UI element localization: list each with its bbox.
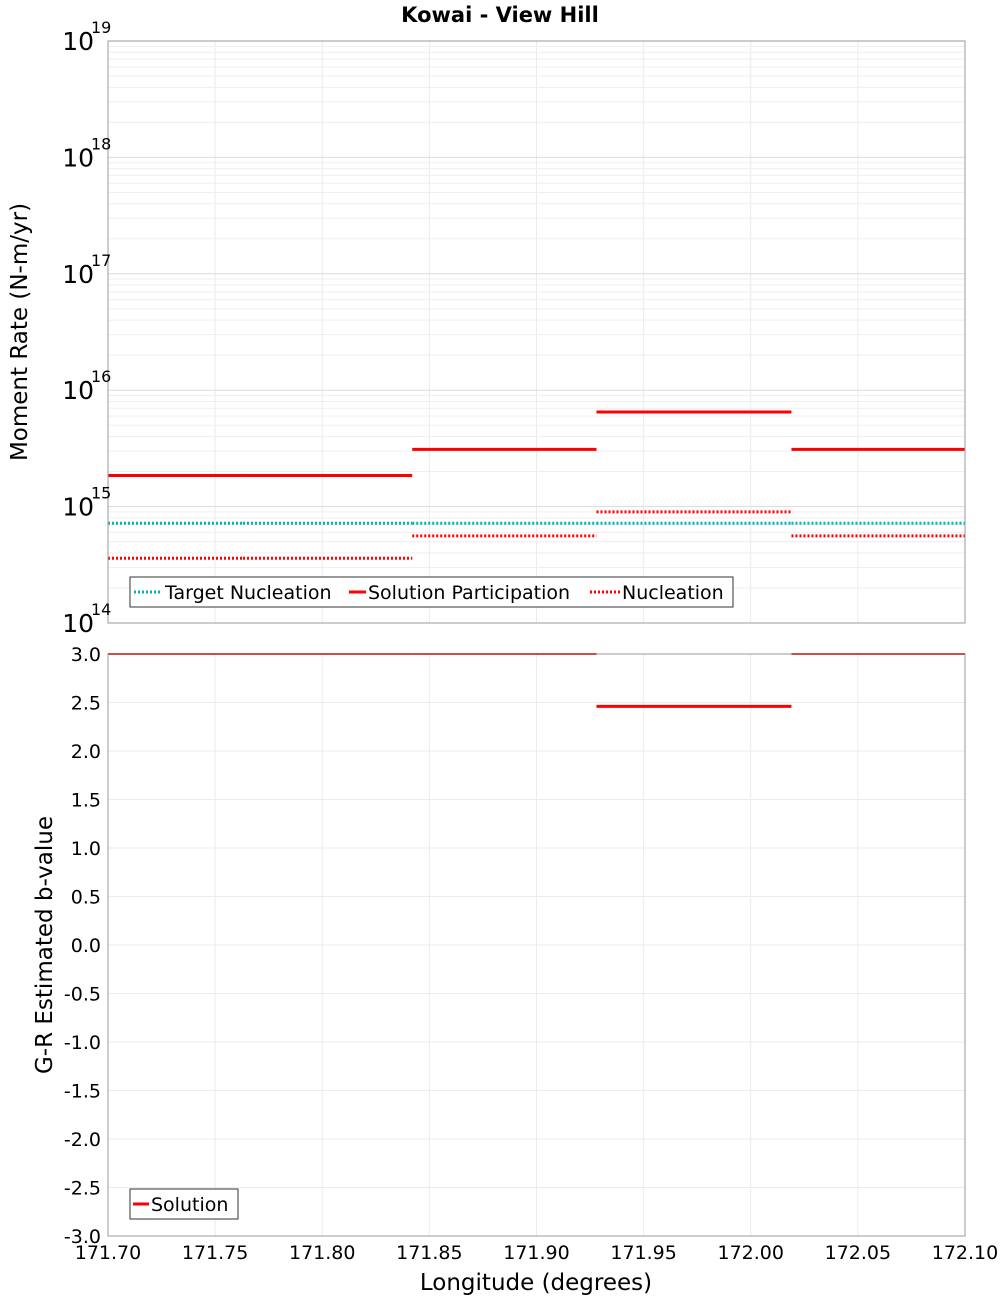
x-axis-label: Longitude (degrees) xyxy=(420,1270,652,1296)
bottom-y-tick-label: -1.0 xyxy=(64,1032,101,1054)
tick-exponent: 18 xyxy=(91,134,111,153)
series-solution-participation xyxy=(108,410,965,478)
bottom-y-tick-label: -2.5 xyxy=(64,1178,101,1200)
tick-base: 10 xyxy=(62,609,94,638)
tick-exponent: 17 xyxy=(91,251,111,270)
top-y-axis-label: Moment Rate (N-m/yr) xyxy=(7,203,33,461)
x-tick-label: 171.75 xyxy=(182,1242,248,1264)
x-tick-label: 171.95 xyxy=(610,1242,676,1264)
bottom-y-tick-label: 1.5 xyxy=(71,790,101,812)
chart-title: Kowai - View Hill xyxy=(401,3,599,27)
x-tick-label: 171.85 xyxy=(396,1242,462,1264)
bottom-y-tick-label: 1.0 xyxy=(71,838,101,860)
tick-exponent: 16 xyxy=(91,367,111,386)
x-tick-label: 171.70 xyxy=(75,1242,141,1264)
legend-label-solution-participation: Solution Participation xyxy=(368,582,570,604)
top-plot-border xyxy=(107,40,966,624)
bottom-y-tick-label: 0.5 xyxy=(71,887,101,909)
bottom-legend: Solution xyxy=(129,1188,239,1220)
bottom-y-tick-label: 3.0 xyxy=(71,644,101,666)
x-tick-label: 171.80 xyxy=(289,1242,355,1264)
legend-label-nucleation: Nucleation xyxy=(622,582,724,604)
bottom-y-ticks: -3.0 -2.5 -2.0 -1.5 -1.0 -0.5 0.0 0.5 1.0 1.5 2.0 2… xyxy=(64,644,101,1248)
legend-label-solution: Solution xyxy=(151,1194,228,1216)
bottom-y-axis-label: G-R Estimated b-value xyxy=(32,816,58,1074)
tick-base: 10 xyxy=(62,143,94,172)
x-ticks: 171.70 171.75 171.80 171.85 171.90 171.95 172.… xyxy=(75,1242,998,1264)
tick-exponent: 14 xyxy=(91,600,111,619)
tick-base: 10 xyxy=(62,493,94,522)
bottom-plot-border xyxy=(107,653,966,1237)
legend-label-target-nucleation: Target Nucleation xyxy=(164,582,332,604)
top-legend: Target Nucleation Solution Participation… xyxy=(129,576,734,608)
bottom-y-tick-label: -3.0 xyxy=(64,1226,101,1248)
bottom-y-tick-label: -2.0 xyxy=(64,1129,101,1151)
series-nucleation xyxy=(108,510,965,560)
bottom-y-tick-label: -1.5 xyxy=(64,1081,101,1103)
bottom-y-tick-label: 2.5 xyxy=(71,693,101,715)
x-tick-label: 172.00 xyxy=(718,1242,784,1264)
tick-base: 10 xyxy=(62,260,94,289)
top-legend-box xyxy=(129,576,734,608)
bottom-y-tick-label: 2.0 xyxy=(71,741,101,763)
bottom-y-tick-label: 0.0 xyxy=(71,935,101,957)
x-tick-label: 172.05 xyxy=(825,1242,891,1264)
tick-base: 10 xyxy=(62,27,94,56)
tick-exponent: 15 xyxy=(91,484,111,503)
x-tick-label: 172.10 xyxy=(932,1242,998,1264)
bottom-y-tick-label: -0.5 xyxy=(64,984,101,1006)
x-tick-label: 171.90 xyxy=(503,1242,569,1264)
top-series xyxy=(108,410,965,560)
tick-base: 10 xyxy=(62,376,94,405)
tick-exponent: 19 xyxy=(91,18,111,37)
b-value-plot: -3.0 -2.5 -2.0 -1.5 -1.0 -0.5 0.0 0.5 1.0 1.5 2.0 2… xyxy=(32,644,998,1296)
